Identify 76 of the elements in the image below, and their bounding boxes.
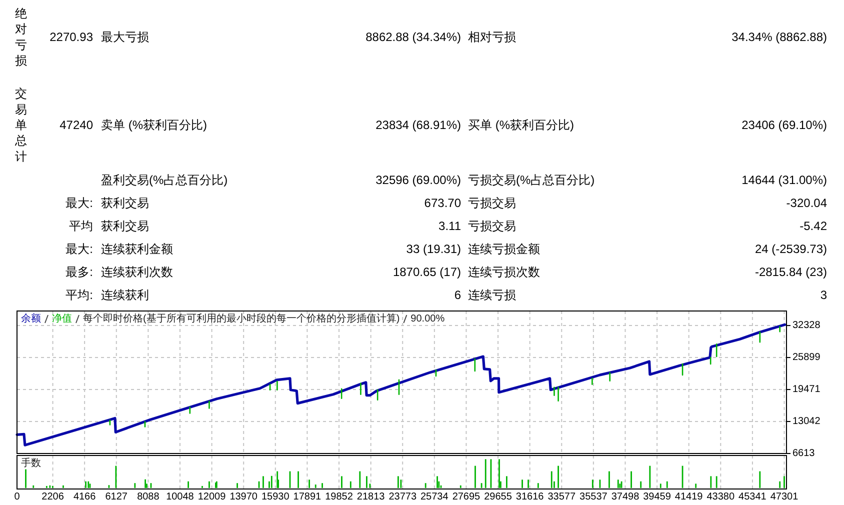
text: 亏损交易 — [468, 196, 516, 210]
text: 34.34% (8862.88) — [732, 30, 827, 44]
text: 最多: — [66, 265, 93, 279]
text: 连续获利 — [101, 288, 149, 302]
y-tick-label: 19471 — [792, 384, 821, 396]
x-tick-label: 23773 — [388, 492, 417, 502]
x-tick-label: 41419 — [674, 492, 704, 502]
text: 2270.93 — [50, 30, 94, 44]
text: 8862.88 (34.34%) — [366, 30, 461, 44]
text: 连续获利次数 — [101, 265, 173, 279]
x-tick-label: 2206 — [42, 492, 64, 502]
text: -5.42 — [800, 219, 828, 233]
y-tick-label: 25899 — [792, 352, 821, 364]
text: 24 (-2539.73) — [754, 242, 828, 256]
text: 6 — [454, 288, 462, 302]
text: 卖单 (%获利百分比) — [101, 118, 207, 132]
text: 最大亏损 — [101, 30, 149, 44]
x-tick-label: 33577 — [548, 492, 576, 502]
text: 47240 — [60, 118, 94, 132]
x-tick-label: 45341 — [738, 492, 767, 502]
text: 亏损交易 — [468, 219, 516, 233]
x-tick-label: 6127 — [105, 492, 128, 502]
chart-title: 每个即时价格(基于所有可利用的最小时段的每一个价格的分形插值计算) — [83, 312, 400, 324]
x-tick-label: 35537 — [580, 492, 608, 502]
text: 买单 (%获利百分比) — [468, 118, 574, 132]
y-tick-label: 6613 — [792, 448, 816, 459]
x-tick-label: 19852 — [325, 492, 354, 502]
text: 1870.65 (17) — [392, 265, 461, 279]
text: 盈利交易(%占总百分比) — [101, 173, 228, 187]
text: 33 (19.31) — [406, 242, 462, 256]
text: 连续亏损 — [468, 288, 516, 302]
chart-title: 手数 — [21, 457, 41, 469]
text: 获利交易 — [101, 219, 149, 233]
text: 相对亏损 — [468, 30, 516, 44]
y-tick-label: 32328 — [792, 320, 821, 332]
x-tick-label: 21813 — [356, 492, 386, 502]
text: 连续获利金额 — [101, 242, 173, 256]
x-tick-label: 43380 — [706, 492, 735, 502]
x-tick-label: 10048 — [166, 492, 194, 502]
text: -2815.84 (23) — [754, 265, 828, 279]
text: 亏损交易(%占总百分比) — [468, 173, 595, 187]
text: 平均 — [69, 219, 93, 233]
text: 最大: — [66, 196, 93, 210]
text: -320.04 — [786, 196, 828, 210]
text: 获利交易 — [101, 196, 149, 210]
x-tick-label: 31616 — [516, 492, 544, 502]
text: 23834 (68.91%) — [376, 118, 461, 132]
x-tick-label: 29655 — [484, 492, 512, 502]
text: 连续亏损金额 — [468, 242, 540, 256]
text: 连续亏损次数 — [468, 265, 540, 279]
x-tick-label: 47301 — [770, 492, 799, 502]
y-tick-label: 13042 — [792, 416, 821, 428]
text: 平均: — [66, 288, 93, 302]
x-tick-label: 13970 — [230, 492, 258, 502]
text: 14644 (31.00%) — [742, 173, 827, 187]
x-tick-label: 15930 — [261, 492, 290, 502]
x-tick-label: 0 — [14, 492, 20, 502]
x-tick-label: 17891 — [293, 492, 322, 502]
x-tick-label: 12009 — [198, 492, 226, 502]
text: 交易单总计 — [14, 86, 27, 164]
text: 净值 — [52, 312, 72, 324]
x-tick-label: 8088 — [137, 492, 160, 502]
chart-subtitle: 90.00% — [410, 314, 445, 324]
text: 673.70 — [424, 196, 462, 210]
text: 23406 (69.10%) — [742, 118, 827, 132]
text: 绝对亏损 — [15, 6, 27, 68]
x-tick-label: 27695 — [452, 492, 481, 502]
x-tick-label: 25734 — [420, 492, 449, 502]
x-tick-label: 4166 — [73, 492, 96, 502]
text: 余额 — [21, 312, 41, 324]
text: 最大: — [66, 242, 93, 256]
x-tick-label: 37498 — [611, 492, 640, 502]
x-tick-label: 39459 — [643, 492, 672, 502]
text: 32596 (69.00%) — [376, 173, 461, 187]
text: 3.11 — [438, 219, 462, 233]
text: 3 — [820, 288, 828, 302]
